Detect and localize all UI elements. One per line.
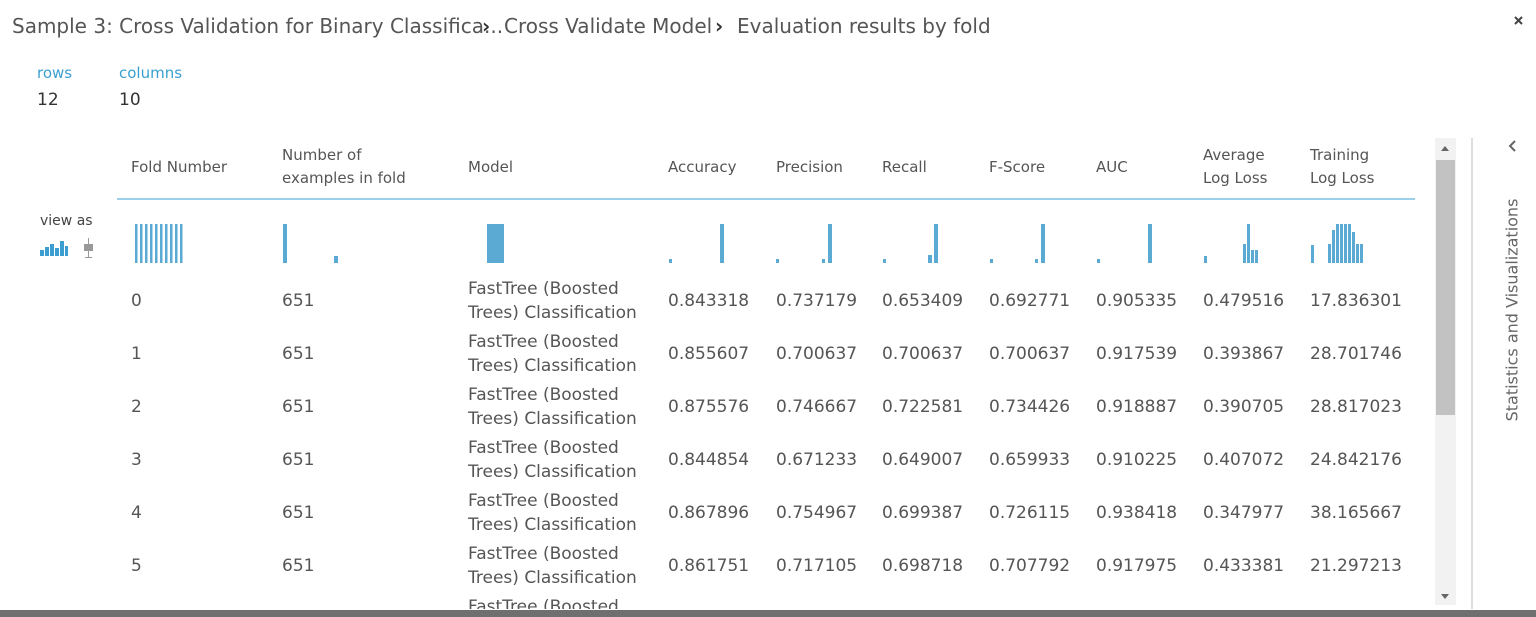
stat-label[interactable]: columns — [119, 64, 183, 82]
table-cell: 0.700637 — [989, 344, 1071, 364]
table-cell: 1 — [131, 344, 142, 364]
column-header[interactable]: Model — [468, 158, 514, 176]
table-cell: 2 — [131, 397, 142, 417]
table-cell: 0.910225 — [1096, 450, 1178, 470]
stat-label[interactable]: rows — [37, 64, 73, 82]
breadcrumb-item[interactable]: Sample 3: Cross Validation for Binary Cl… — [12, 14, 504, 38]
table-cell: 651 — [282, 291, 315, 311]
table-cell: 0.844854 — [668, 450, 750, 470]
model-cell: FastTree (Boosted Trees) Classification — [468, 385, 637, 429]
table-cell: 0.861751 — [668, 556, 750, 576]
table-cell: 0.917539 — [1096, 344, 1178, 364]
stat-value: 10 — [119, 90, 141, 110]
column-header[interactable]: Fold Number — [131, 158, 227, 176]
stat-value: 12 — [37, 90, 59, 110]
view-as-label: view as — [40, 213, 93, 229]
table-cell: 4 — [131, 503, 142, 523]
table-cell: 5 — [131, 556, 142, 576]
table-cell: 0.671233 — [776, 450, 858, 470]
column-header[interactable]: AUC — [1096, 158, 1128, 176]
model-cell: FastTree (Boosted Trees) Classification — [468, 438, 637, 482]
column-header[interactable]: Average Log Loss — [1203, 146, 1268, 187]
column-header[interactable]: Recall — [882, 158, 927, 176]
table-cell: 0.867896 — [668, 503, 750, 523]
table-cell: 0.746667 — [776, 397, 858, 417]
model-cell: FastTree (Boosted Trees) Classification — [468, 279, 637, 323]
table-cell: 0.433381 — [1203, 556, 1285, 576]
column-header[interactable]: Number of examples in fold — [282, 146, 406, 187]
breadcrumb-item: Evaluation results by fold — [737, 14, 991, 38]
model-cell: FastTree (Boosted — [468, 597, 619, 609]
table-cell: 0.653409 — [882, 291, 964, 311]
table-cell: 17.836301 — [1310, 291, 1402, 311]
model-cell: FastTree (Boosted Trees) Classification — [468, 332, 637, 376]
table-area: Fold Number Number of examples in fold Mod… — [131, 146, 1402, 609]
table-cell: 0.737179 — [776, 291, 858, 311]
table-cell: 0 — [131, 291, 142, 311]
column-header[interactable]: Precision — [776, 158, 843, 176]
column-header[interactable]: Training Log Loss — [1310, 146, 1375, 187]
table-cell: 0.754967 — [776, 503, 858, 523]
histograms — [135, 224, 1363, 263]
sidebar-title[interactable]: Statistics and Visualizations — [1502, 198, 1522, 422]
table-cell: 0.722581 — [882, 397, 964, 417]
table-cell: 0.698718 — [882, 556, 964, 576]
breadcrumb-separator: › — [482, 14, 491, 38]
table-cell: 21.297213 — [1310, 556, 1402, 576]
table-cell: 0.905335 — [1096, 291, 1178, 311]
column-header[interactable]: F-Score — [989, 158, 1046, 176]
table-cell: 28.701746 — [1310, 344, 1402, 364]
table-cell: 651 — [282, 503, 315, 523]
view-icons[interactable] — [40, 238, 93, 258]
table-cell: 0.917975 — [1096, 556, 1178, 576]
table-cell: 0.875576 — [668, 397, 750, 417]
table-cell: 24.842176 — [1310, 450, 1402, 470]
table-cell: 0.393867 — [1203, 344, 1285, 364]
bottom-bar — [0, 610, 1536, 617]
table-cell: 3 — [131, 450, 142, 470]
table-cell: 651 — [282, 450, 315, 470]
table-cell: 651 — [282, 344, 315, 364]
table-cell: 0.659933 — [989, 450, 1071, 470]
table-cell: 0.692771 — [989, 291, 1071, 311]
table-cell: 0.407072 — [1203, 450, 1285, 470]
table-cell: 0.717105 — [776, 556, 858, 576]
table-cell: 0.843318 — [668, 291, 750, 311]
table-cell: 651 — [282, 556, 315, 576]
model-cell: FastTree (Boosted Trees) Classification — [468, 544, 637, 588]
collapse-arrow[interactable] — [1508, 140, 1516, 152]
table-cell: 0.699387 — [882, 503, 964, 523]
table-cell: 0.649007 — [882, 450, 964, 470]
table-cell: 0.726115 — [989, 503, 1071, 523]
table-cell: 28.817023 — [1310, 397, 1402, 417]
model-cell: FastTree (Boosted Trees) Classification — [468, 491, 637, 535]
column-header[interactable]: Accuracy — [668, 158, 737, 176]
table-cell: 0.700637 — [882, 344, 964, 364]
close-button[interactable] — [1514, 16, 1523, 25]
table-cell: 0.707792 — [989, 556, 1071, 576]
scroll-thumb[interactable] — [1436, 160, 1455, 415]
table-cell: 0.938418 — [1096, 503, 1178, 523]
table-cell: 651 — [282, 397, 315, 417]
table-cell: 0.855607 — [668, 344, 750, 364]
breadcrumb-item[interactable]: Cross Validate Model — [504, 14, 713, 38]
table-cell: 0.347977 — [1203, 503, 1285, 523]
table-cell: 0.918887 — [1096, 397, 1178, 417]
table-cell: 0.734426 — [989, 397, 1071, 417]
table-cell: 0.479516 — [1203, 291, 1285, 311]
table-cell: 0.390705 — [1203, 397, 1285, 417]
breadcrumb-separator: › — [715, 14, 724, 38]
table-cell: 38.165667 — [1310, 503, 1402, 523]
table-cell: 0.700637 — [776, 344, 858, 364]
